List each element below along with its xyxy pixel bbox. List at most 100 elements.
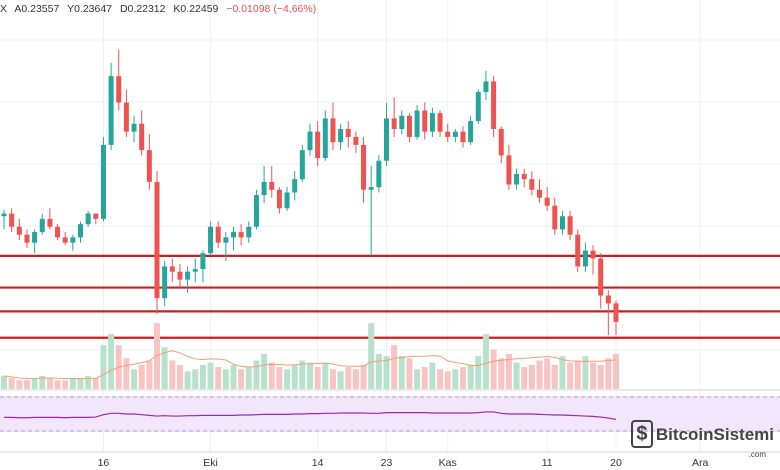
candle [154,171,160,314]
candle-body [162,266,168,299]
candle [338,123,344,151]
candle [514,168,520,190]
candle-body [368,187,374,190]
candle [445,123,451,143]
candle-body [93,213,99,219]
candle-body [253,195,259,227]
candle [384,102,389,166]
candle [177,263,183,288]
volume-bar [161,347,168,389]
candle [284,187,290,211]
candle [399,110,405,135]
candle-body [529,179,535,190]
candle-body [208,226,214,254]
rsi-line [4,411,617,421]
candle-body [445,131,451,137]
volume-bar [146,360,153,389]
volume-bar [582,356,589,389]
bitcoin-s-icon: $ [630,420,653,448]
candle-body [491,81,497,129]
change-value: −0.01098 (−4,66%) [226,3,317,15]
candle [62,232,68,246]
volume-bar [268,362,275,389]
candle [146,134,152,190]
volume-bar [62,380,69,389]
volume-bar [490,349,497,389]
candle [139,110,145,156]
candle [246,221,252,243]
candle-body [177,271,183,280]
volume-bar [131,369,138,389]
candle [16,218,22,240]
candle-body [100,144,106,219]
volume-bar [222,369,229,389]
volume-bar [16,380,23,389]
symbol-suffix: X [0,3,8,15]
candle [552,197,558,235]
volume-bar [421,367,428,389]
candle [361,136,367,203]
candle-body [567,216,573,235]
candle-body [452,131,458,137]
candle [460,126,466,148]
candle [24,229,30,248]
candle-body [292,179,298,193]
candle-body [391,118,397,129]
candle [429,107,435,137]
x-tick-label: Kas [439,457,457,469]
x-tick-label: 16 [98,457,110,469]
volume-bar [238,369,245,389]
volume-bar [276,367,283,389]
volume-bar [452,369,459,389]
candle [605,290,611,336]
candle [613,300,619,336]
candle-body [552,205,558,230]
volume-bar [207,362,214,389]
candle [276,187,282,214]
volume-bar [597,364,604,389]
volume-bar [360,364,367,389]
volume-bar [482,334,489,389]
volume-bar [8,378,15,389]
candle [93,213,99,225]
volume-bar [613,353,619,389]
candle-body [200,253,206,270]
volume-bar [176,364,183,389]
watermark-suffix: .com [748,450,766,459]
candle-body [361,144,367,190]
volume-bar [460,367,466,389]
candle-body [55,226,61,238]
candle-body [284,192,290,209]
candle [521,168,527,188]
x-tick-label: 20 [610,457,622,469]
candle-body [238,232,244,238]
candle-body [345,129,351,137]
candle-body [261,181,267,196]
volume-bar [291,364,298,389]
ohlc-legend: X A0.23557 Y0.23647 D0.22312 K0.22459 −0… [0,3,321,15]
x-tick-label: Eki [203,457,218,469]
candle [208,221,214,256]
volume-bar [368,323,375,389]
candle [1,209,7,230]
candle-body [613,303,619,322]
candle [422,102,428,140]
candle [169,258,175,283]
volume-bar [184,371,191,389]
candle [269,166,275,198]
candle-body [123,102,129,132]
candle-body [62,237,68,243]
candle [78,221,83,243]
candle [55,224,61,240]
candle-body [537,189,542,198]
candle [529,171,535,196]
candle [582,242,588,272]
candle [253,189,259,230]
volume-bar [337,371,344,389]
volume-bar [375,353,382,389]
candle [299,144,305,182]
candle-body [116,76,122,103]
volume-bar [215,367,222,389]
candle [567,210,573,240]
